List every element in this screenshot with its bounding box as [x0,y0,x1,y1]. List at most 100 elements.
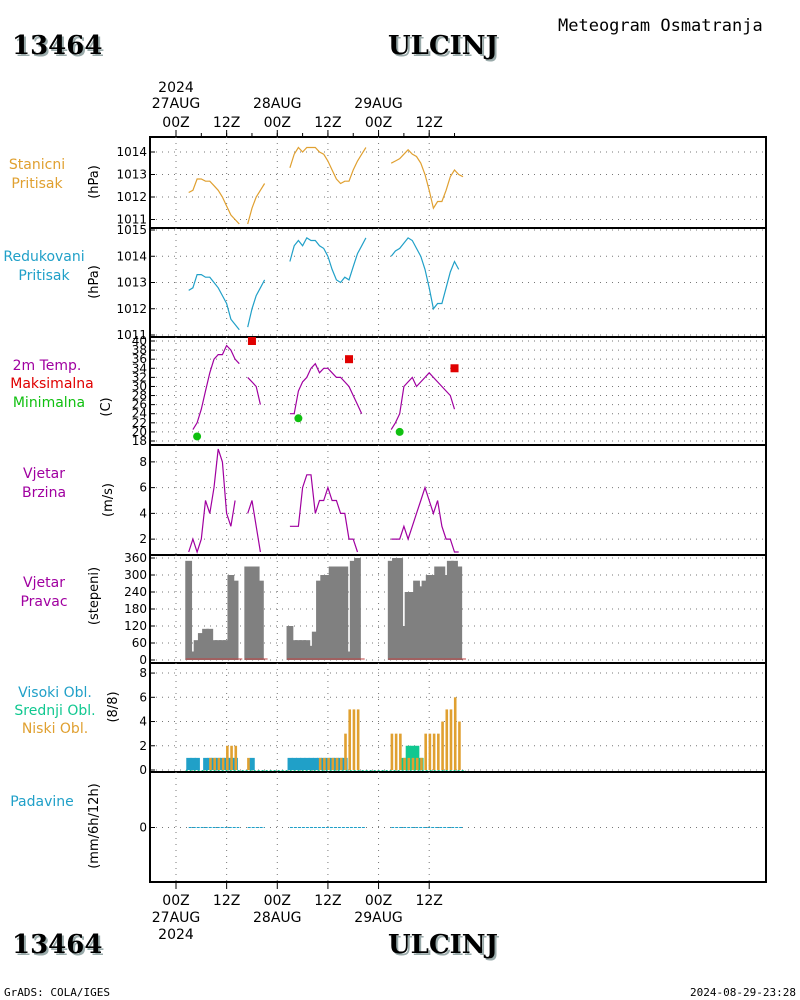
wind-dir-bar-36 [400,626,408,660]
precip-ytick-label-0: 0 [139,821,147,835]
reduced_pressure-ytick-label-0: 1011 [116,328,147,342]
min-temp-marker-2 [395,427,404,436]
station-id-top-shadow: 13464 [14,33,104,63]
temperature-ytick-label-6: 30 [132,379,147,393]
wind-dir-bar-30 [345,651,353,660]
clouds-ytick-label-1: 2 [139,739,147,753]
low-cloud-bar-4 [226,745,229,770]
wind-dir-bar-42 [425,575,433,660]
low-cloud-bar-0 [209,757,212,770]
station_pressure-series-line-2 [289,146,367,185]
clouds-ytick-label-0: 0 [139,763,147,777]
station-pressure-label-1: Stanicni [9,157,65,173]
wind-dir-bar-13 [248,566,256,660]
temperature-ytick-label-5: 28 [132,389,147,403]
wind-dir-bar-49 [455,566,463,660]
wind_speed-series-line-2 [289,474,359,553]
wind_dir-ytick-label-4: 240 [124,585,147,599]
low-cloud-bar-31 [445,709,449,770]
clouds-ytick-label-4: 8 [139,666,147,680]
wind-dir-bar-15 [257,580,264,660]
station_pressure-series-line-3 [390,148,464,210]
temperature-ytick-label-10: 38 [132,343,147,357]
bottom-hour-label-1: 12Z [213,893,240,909]
high-cloud-bar-12 [287,757,293,770]
wind_dir-ytick-label-1: 60 [132,636,147,650]
station_pressure-series-line-0 [188,178,240,225]
wind-dir-bar-5 [206,628,214,660]
high-cloud-bar-17 [308,757,314,770]
wind-dir-bar-8 [219,640,226,660]
wind-dir-bar-28 [337,566,344,660]
low-cloud-bar-15 [348,709,352,770]
reduced_pressure-series-line-1 [247,279,266,328]
low-cloud-bar-10 [327,757,330,770]
low-cloud-bar-32 [449,709,453,770]
temperature-ytick-label-8: 34 [132,361,147,375]
reduced_pressure-ytick-label-3: 1014 [116,249,147,263]
low-cloud-bar-29 [437,733,440,770]
wind-dir-bar-9 [223,640,231,660]
high-cloud-bar-11 [249,757,255,770]
station_pressure-ytick-label-1: 1012 [116,190,147,204]
footer-right: 2024-08-29-23:28 [690,986,796,999]
wind-dir-bar-0 [185,560,193,660]
wind-dir-bar-41 [421,580,429,660]
wind-speed-label-2: Brzina [22,485,66,501]
low-cloud-bar-30 [441,721,444,770]
station-pressure-unit: (hPa) [87,165,102,199]
reduced_pressure-series-line-0 [188,274,240,331]
high-cloud-bar-3 [203,757,209,770]
bottom-day-label-0: 27AUG [152,910,201,926]
high-cloud-bar-14 [295,757,302,770]
reduced_pressure-ytick-label-2: 1013 [116,276,147,290]
precip-panel: 0 [139,771,767,883]
mid-cloud-label: Srednji Obl. [14,703,95,719]
wind-dir-bar-16 [286,626,294,660]
temperature-ytick-label-3: 24 [132,407,147,421]
wind-dir-bar-38 [408,592,416,660]
low-cloud-bar-23 [411,757,415,770]
max-temp-marker-2 [450,364,459,373]
wind-dir-bar-23 [316,580,323,660]
bottom-day-label-2: 28AUG [253,910,302,926]
bottom-day-label-4: 29AUG [354,910,403,926]
wind_speed-ytick-label-1: 4 [139,506,147,520]
low-cloud-bar-22 [407,757,411,770]
meteogram-title: Meteogram Osmatranja [558,16,763,36]
low-cloud-bar-1 [213,757,216,770]
low-cloud-bar-2 [217,757,221,770]
low-cloud-bar-6 [234,745,238,770]
wind-dir-bar-34 [392,558,399,660]
wind-dir-bar-17 [290,640,298,660]
wind-dir-bar-31 [349,560,357,660]
top-hour-label-1: 12Z [213,115,240,131]
high-cloud-bar-15 [300,757,306,770]
top-day-label-2: 28AUG [253,96,302,112]
reduced_pressure-series-line-2 [289,237,367,284]
temperature-ytick-label-7: 32 [132,370,147,384]
top-hour-label-0: 00Z [162,115,189,131]
clouds-ytick-label-3: 6 [139,690,147,704]
wind-dir-bar-32 [354,558,361,660]
wind-dir-bar-45 [438,566,446,660]
top-day-label-4: 29AUG [354,96,403,112]
high-cloud-bar-16 [304,757,310,770]
low-cloud-bar-12 [335,757,339,770]
station-id-bottom-shadow: 13464 [14,932,104,962]
top-hour-label-3: 12Z [314,115,341,131]
low-cloud-bar-17 [356,709,360,770]
wind_speed-ytick-label-2: 6 [139,481,147,495]
temp-unit: (C) [99,397,114,416]
wind-dir-bar-6 [210,640,218,660]
wind-dir-bar-26 [328,566,336,660]
low-cloud-bar-20 [399,733,402,770]
temperature-series-line-2 [289,362,363,415]
min-temp-marker-1 [294,414,303,423]
wind-dir-bar-20 [303,640,311,660]
clouds-frame [149,662,767,773]
reduced-pressure-label-1: Redukovani [3,249,84,265]
high-cloud-bar-2 [194,757,200,770]
